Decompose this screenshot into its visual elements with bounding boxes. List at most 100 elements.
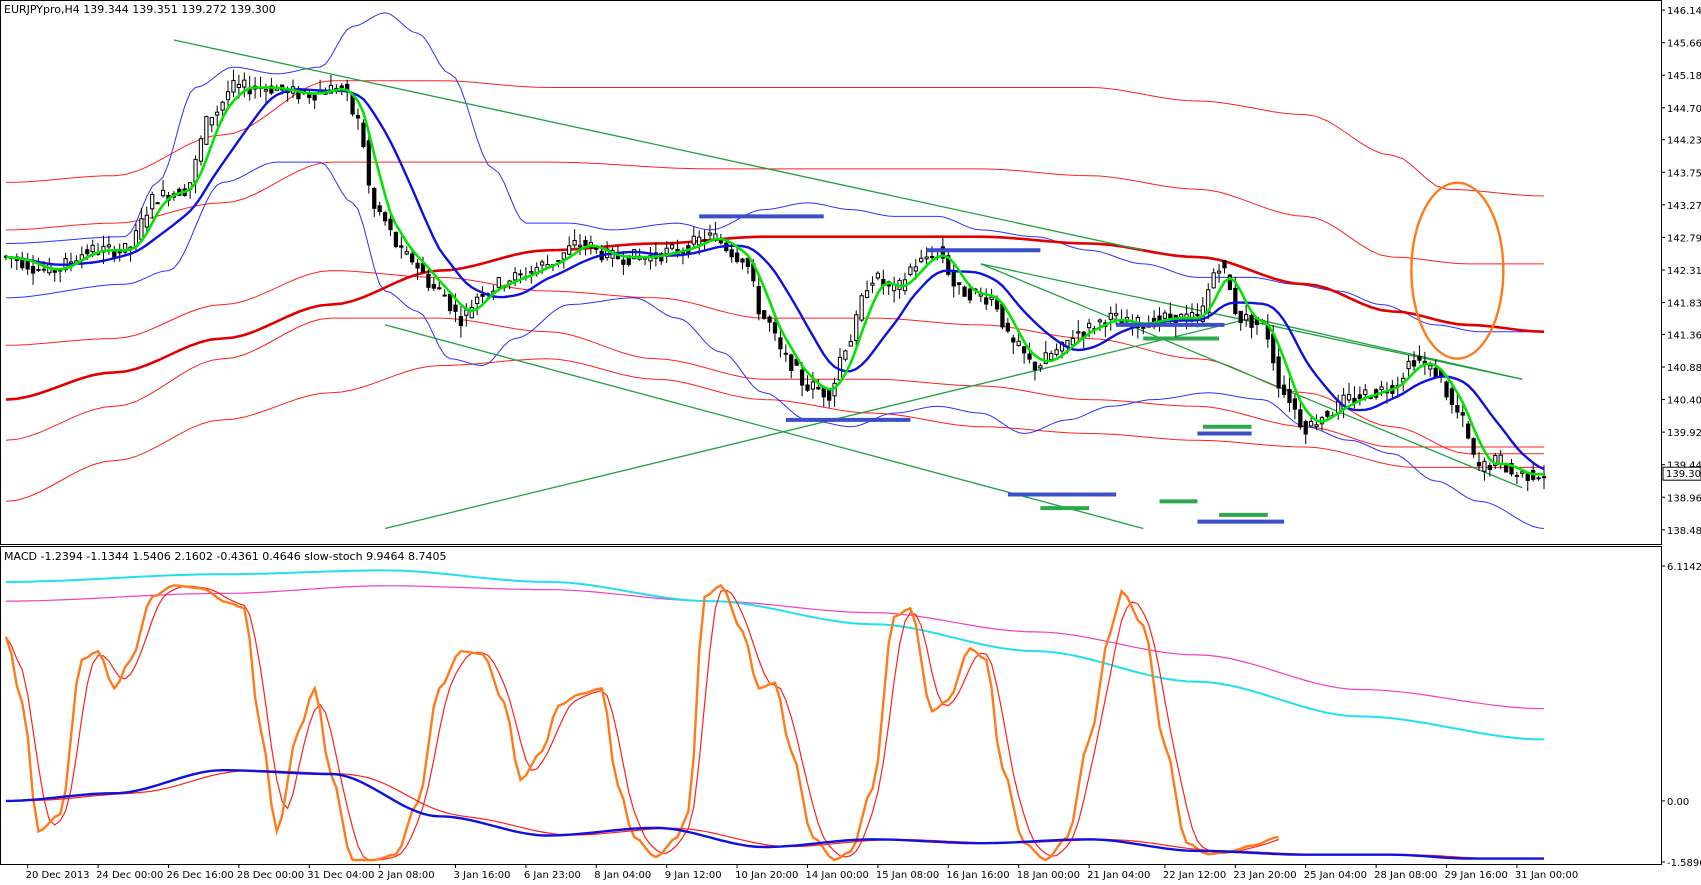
candle-body	[707, 232, 713, 236]
candle-body	[453, 304, 458, 312]
main-price-pane[interactable]	[3, 12, 1547, 530]
candle-body	[669, 244, 675, 249]
x-tick-label: 23 Jan 20:00	[1233, 870, 1296, 881]
envelope-bottom-line	[5, 358, 1544, 502]
candle-body	[198, 138, 204, 162]
candle-body	[442, 294, 447, 297]
sub-y-tick-label: 6.1142	[1667, 562, 1701, 573]
annotation-ellipse	[1410, 181, 1505, 360]
candle-body	[854, 314, 859, 341]
candle-body	[827, 389, 832, 401]
sub-header-text: MACD -1.2394 -1.1344 1.5406 2.1602 -0.43…	[4, 550, 447, 563]
candle-body	[372, 188, 377, 209]
x-tick-label: 8 Jan 04:00	[594, 870, 651, 881]
main-pane-frame	[0, 0, 1662, 545]
candle-body	[1049, 353, 1054, 361]
candle-body	[475, 296, 480, 305]
candle-body	[328, 84, 334, 94]
candle-body	[1417, 355, 1422, 361]
candle-body	[1406, 360, 1411, 370]
candle-body	[139, 218, 144, 240]
candle-body	[480, 293, 485, 297]
trendline	[1251, 317, 1523, 380]
candle-body	[426, 273, 431, 288]
candle-body	[447, 293, 453, 312]
candle-body	[1292, 398, 1298, 410]
candle-body	[908, 266, 913, 275]
candle-body	[1162, 312, 1168, 319]
x-tick-label: 6 Jan 23:00	[524, 870, 581, 881]
candle-body	[929, 256, 935, 259]
x-tick-label: 15 Jan 08:00	[876, 870, 939, 881]
candle-body	[875, 272, 881, 279]
envelope-upper-line	[5, 80, 1545, 197]
candle-body	[1520, 471, 1525, 474]
candle-body	[729, 249, 734, 258]
candle-body	[1027, 353, 1032, 360]
x-tick-label: 24 Dec 00:00	[96, 870, 163, 881]
candle-body	[1011, 337, 1016, 343]
candle-body	[307, 93, 312, 99]
long-magenta-line	[6, 585, 1545, 710]
candle-body	[783, 352, 788, 355]
y-tick-label: 139.440	[1667, 461, 1701, 472]
candle-body	[1493, 454, 1498, 466]
sub-pane-frame	[0, 546, 1662, 865]
bollinger-upper-line	[6, 12, 1544, 333]
candle-body	[789, 354, 794, 371]
axes: 146.140 145.660 145.180 144.700 144.230 143.7…	[26, 6, 1701, 881]
candle-body	[30, 265, 36, 274]
candle-body	[242, 79, 247, 88]
y-tick-label: 143.750	[1667, 168, 1701, 179]
candle-body	[919, 257, 924, 263]
candle-body	[810, 381, 816, 390]
y-tick-label: 144.230	[1667, 136, 1701, 147]
envelope-mid-line	[5, 161, 1544, 265]
candle-body	[1444, 381, 1449, 398]
candle-body	[518, 273, 523, 276]
candle-body	[464, 309, 469, 316]
ma-fast-line	[5, 86, 1544, 476]
x-tick-label: 14 Jan 00:00	[805, 870, 868, 881]
y-tick-label: 145.660	[1667, 39, 1701, 50]
candle-body	[1076, 331, 1081, 334]
candle-body	[269, 85, 274, 94]
candle-body	[1005, 322, 1010, 332]
candle-body	[561, 252, 566, 260]
candle-body	[702, 239, 707, 242]
candle-body	[1460, 412, 1465, 416]
candle-body	[864, 290, 870, 298]
candle-body	[1471, 438, 1476, 455]
candle-body	[1541, 476, 1547, 479]
trendline	[980, 263, 1523, 489]
candle-body	[1222, 260, 1227, 269]
candle-body	[1433, 367, 1438, 378]
candle-body	[1476, 461, 1482, 467]
candle-body	[1086, 322, 1092, 329]
candle-body	[799, 369, 805, 386]
candle-body	[52, 269, 57, 273]
candle-body	[458, 316, 464, 327]
candle-body	[697, 236, 702, 246]
x-tick-label: 26 Dec 16:00	[166, 870, 233, 881]
y-tick-label: 146.140	[1667, 6, 1701, 17]
x-tick-label: 2 Jan 08:00	[378, 870, 435, 881]
ma-slow-line	[5, 235, 1545, 401]
candle-body	[967, 288, 973, 301]
candle-body	[870, 282, 875, 286]
trendline	[384, 317, 1252, 530]
indicator-pane[interactable]	[4, 569, 1545, 862]
candle-body	[664, 247, 669, 255]
candle-body	[361, 122, 366, 147]
candle-body	[984, 297, 989, 305]
x-tick-label: 28 Jan 08:00	[1374, 870, 1437, 881]
candle-body	[1108, 312, 1113, 320]
x-tick-label: 9 Jan 12:00	[665, 870, 722, 881]
candle-body	[393, 231, 399, 247]
stoch-signal-line	[5, 585, 1279, 861]
candle-body	[382, 212, 388, 222]
candle-body	[734, 252, 740, 262]
candle-body	[90, 244, 95, 253]
